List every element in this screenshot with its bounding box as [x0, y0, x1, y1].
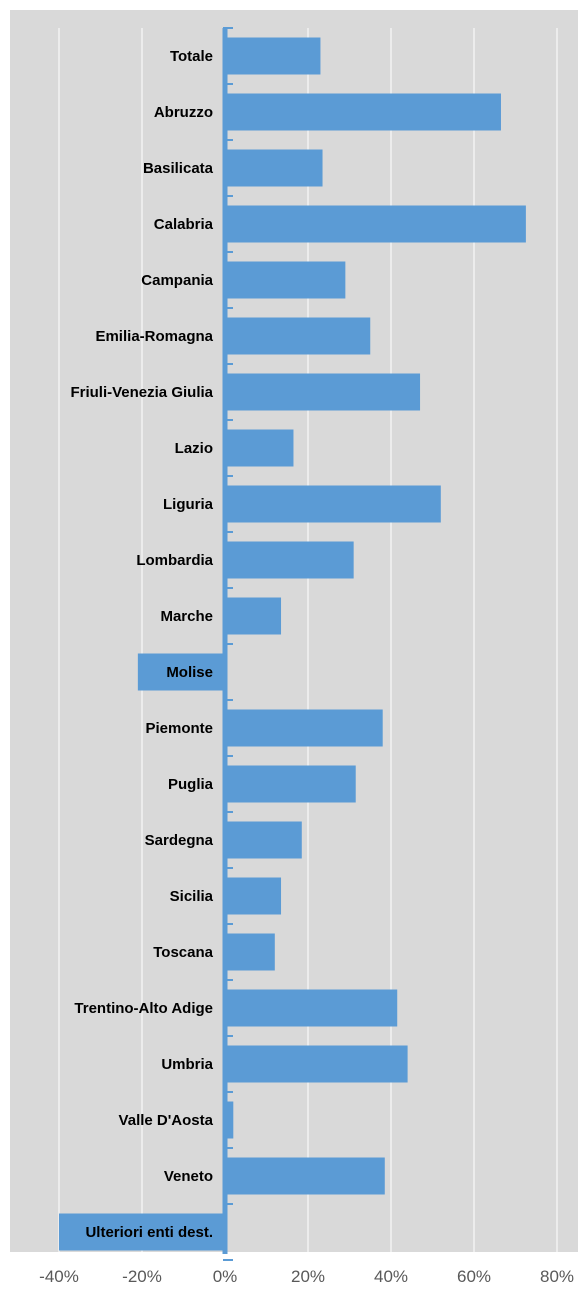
- bar: [225, 1157, 385, 1195]
- bar: [225, 429, 294, 467]
- category-label: Marche: [160, 608, 213, 625]
- category-label: Toscana: [153, 944, 213, 961]
- category-label: Sicilia: [170, 888, 214, 905]
- category-label: Puglia: [168, 776, 214, 793]
- category-label: Lazio: [175, 440, 213, 457]
- category-label: Trentino-Alto Adige: [74, 1000, 213, 1017]
- bar: [225, 989, 398, 1027]
- category-label: Friuli-Venezia Giulia: [70, 384, 213, 401]
- category-label: Calabria: [154, 216, 214, 233]
- category-label: Molise: [166, 664, 213, 681]
- category-label: Abruzzo: [154, 104, 213, 121]
- category-label: Basilicata: [143, 160, 214, 177]
- bar: [225, 93, 501, 131]
- x-tick-labels: -40% -20% 0% 20% 40% 60% 80%: [39, 1267, 574, 1286]
- category-label: Piemonte: [145, 720, 213, 737]
- x-tick-label: 40%: [374, 1267, 408, 1286]
- category-label: Veneto: [164, 1168, 213, 1185]
- bar: [225, 765, 356, 803]
- bar: [225, 821, 302, 859]
- bar: [225, 261, 346, 299]
- bar: [59, 1213, 225, 1251]
- bar: [225, 541, 354, 579]
- bars: [59, 37, 526, 1251]
- category-label: Liguria: [163, 496, 214, 513]
- category-labels: Totale Abruzzo Basilicata Calabria Campania E…: [70, 48, 213, 1241]
- category-label: Emilia-Romagna: [95, 328, 213, 345]
- bar: [225, 877, 282, 915]
- category-label: Lombardia: [136, 552, 213, 569]
- x-tick-label: -40%: [39, 1267, 79, 1286]
- bar: [225, 317, 371, 355]
- x-tick-label: 80%: [540, 1267, 574, 1286]
- x-tick-label: -20%: [122, 1267, 162, 1286]
- bar: [225, 709, 383, 747]
- category-label: Campania: [141, 272, 213, 289]
- bar: [225, 1045, 408, 1083]
- x-tick-label: 20%: [291, 1267, 325, 1286]
- x-tick-label: 60%: [457, 1267, 491, 1286]
- bar: [225, 933, 275, 971]
- category-label: Valle D'Aosta: [119, 1112, 214, 1129]
- bar: [137, 653, 225, 691]
- category-label: Sardegna: [145, 832, 214, 849]
- category-label: Ulteriori enti dest.: [85, 1224, 213, 1241]
- bar: [225, 37, 321, 75]
- bar: [225, 149, 323, 187]
- category-label: Umbria: [161, 1056, 213, 1073]
- bar: [225, 373, 421, 411]
- category-label: Totale: [170, 48, 213, 65]
- bar: [225, 485, 441, 523]
- zero-axis: [222, 27, 233, 1261]
- x-tick-label: 0%: [213, 1267, 238, 1286]
- bar: [225, 1101, 234, 1139]
- bar: [225, 597, 282, 635]
- bar: [225, 205, 526, 243]
